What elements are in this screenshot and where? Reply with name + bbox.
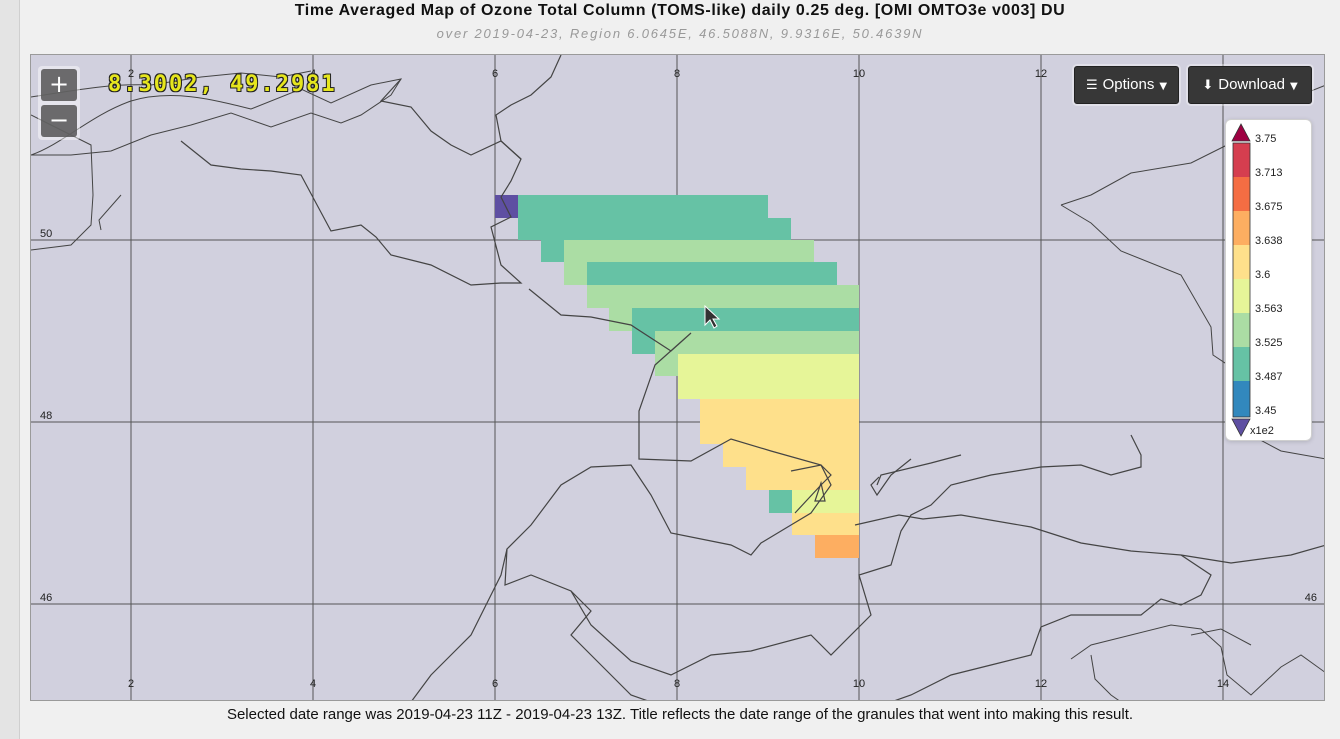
grid-cell xyxy=(678,354,859,399)
coastlines xyxy=(31,70,1324,700)
mouse-position-readout: 8.3002, 49.2981 xyxy=(108,72,337,97)
grid-cell xyxy=(700,399,859,444)
lon-labels-bottom: 2 4 6 8 10 12 14 xyxy=(128,678,1229,690)
zoom-out-button[interactable]: − xyxy=(41,105,77,137)
legend-scale-factor: x1e2 xyxy=(1250,425,1274,437)
lon-label: 8 xyxy=(674,68,680,80)
legend-tick-label: 3.45 xyxy=(1255,405,1277,417)
legend-tick-label: 3.487 xyxy=(1255,371,1283,383)
legend-tick-label: 3.6 xyxy=(1255,269,1271,281)
lat-label: 46 xyxy=(40,592,52,604)
grid-cell xyxy=(655,354,678,376)
left-panel-strip xyxy=(0,0,20,739)
lon-label: 2 xyxy=(128,68,134,80)
grid-cell xyxy=(541,240,564,262)
grid-cell xyxy=(632,308,859,331)
map-canvas[interactable]: 2 4 6 8 10 12 14 2 4 6 8 10 12 14 50 48 … xyxy=(31,55,1325,701)
lon-label: 10 xyxy=(853,68,865,80)
grid-cell xyxy=(564,240,814,262)
caret-down-icon: ▼ xyxy=(1289,81,1298,92)
legend-tick-label: 3.563 xyxy=(1255,303,1283,315)
download-button[interactable]: ⬇ Download ▼ xyxy=(1188,66,1312,104)
grid-cell xyxy=(792,513,859,535)
options-button[interactable]: ☰ Options ▼ xyxy=(1074,66,1179,104)
grid-cell xyxy=(564,262,587,285)
lat-labels-left: 50 48 46 xyxy=(40,228,52,604)
lon-label: 4 xyxy=(310,678,316,690)
options-label: Options xyxy=(1102,76,1155,93)
grid-cell xyxy=(655,331,859,354)
grid-cell xyxy=(518,195,768,218)
lon-label: 10 xyxy=(853,678,865,690)
download-icon: ⬇ xyxy=(1202,78,1214,93)
lon-label: 2 xyxy=(128,678,134,690)
grid-cell xyxy=(815,535,859,558)
lon-label: 12 xyxy=(1035,678,1047,690)
legend-tick-label: 3.638 xyxy=(1255,235,1283,247)
lon-label: 12 xyxy=(1035,68,1047,80)
grid-cell xyxy=(723,444,859,467)
map-title: Time Averaged Map of Ozone Total Column … xyxy=(294,2,1066,19)
lon-label: 6 xyxy=(492,68,498,80)
hamburger-icon: ☰ xyxy=(1085,78,1098,93)
grid-cell xyxy=(769,490,792,513)
grid-cell xyxy=(632,331,655,354)
map-subtitle: over 2019-04-23, Region 6.0645E, 46.5088… xyxy=(436,26,924,41)
grid-cell xyxy=(587,285,859,308)
grid-cell xyxy=(518,218,791,240)
download-label: Download xyxy=(1218,76,1285,93)
grid-cell xyxy=(746,467,859,490)
mouse-cursor-icon xyxy=(704,304,721,329)
legend-tick-label: 3.675 xyxy=(1255,201,1283,213)
zoom-in-button[interactable]: + xyxy=(41,69,77,101)
date-range-note: Selected date range was 2019-04-23 11Z -… xyxy=(226,706,1134,723)
legend-tick-label: 3.75 xyxy=(1255,133,1277,145)
lat-label: 48 xyxy=(40,410,52,422)
map-viewport[interactable]: 2 4 6 8 10 12 14 2 4 6 8 10 12 14 50 48 … xyxy=(30,54,1325,701)
legend-tick-label: 3.713 xyxy=(1255,167,1283,179)
grid-cell xyxy=(609,308,632,331)
lon-label: 8 xyxy=(674,678,680,690)
ozone-grid xyxy=(495,195,859,558)
country-borders xyxy=(180,55,1324,700)
grid-cell xyxy=(587,262,837,285)
lon-label: 14 xyxy=(1217,678,1229,690)
lat-labels-right: 46 xyxy=(1305,592,1317,604)
lat-label: 50 xyxy=(40,228,52,240)
lat-label: 46 xyxy=(1305,592,1317,604)
lon-label: 6 xyxy=(492,678,498,690)
lon-label: 4 xyxy=(310,68,316,80)
caret-down-icon: ▼ xyxy=(1159,81,1168,92)
grid-cell xyxy=(495,195,518,218)
legend-tick-label: 3.525 xyxy=(1255,337,1283,349)
